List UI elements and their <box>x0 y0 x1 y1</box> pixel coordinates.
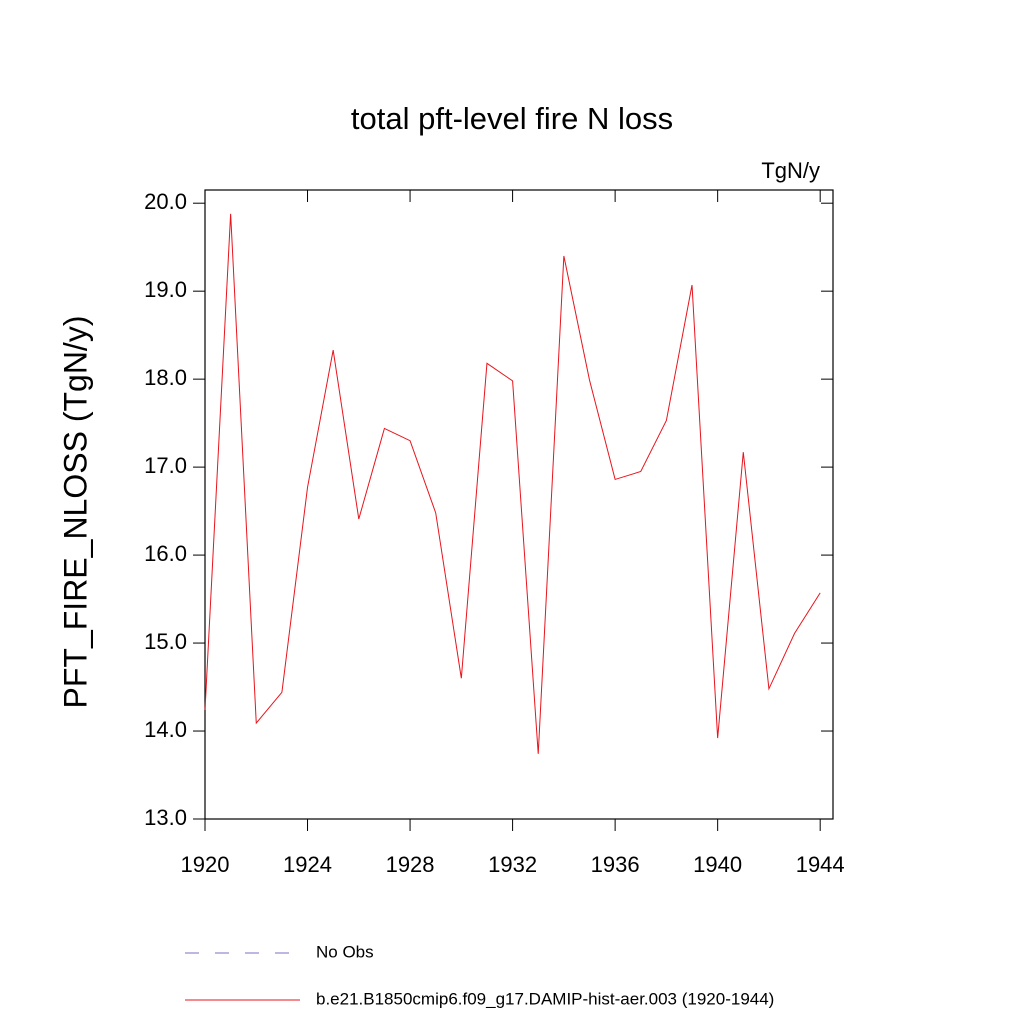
legend-label: b.e21.B1850cmip6.f09_g17.DAMIP-hist-aer.… <box>316 989 774 1008</box>
x-tick-label: 1944 <box>796 852 845 877</box>
y-tick-label: 14.0 <box>144 717 187 742</box>
x-tick-label: 1928 <box>386 852 435 877</box>
chart-title: total pft-level fire N loss <box>351 101 673 136</box>
x-tick-label: 1936 <box>591 852 640 877</box>
y-tick-label: 18.0 <box>144 365 187 390</box>
y-tick-label: 17.0 <box>144 453 187 478</box>
x-tick-label: 1924 <box>283 852 332 877</box>
y-tick-label: 15.0 <box>144 629 187 654</box>
x-tick-label: 1932 <box>488 852 537 877</box>
y-axis-label: PFT_FIRE_NLOSS (TgN/y) <box>57 316 93 709</box>
y-tick-label: 16.0 <box>144 541 187 566</box>
x-tick-label: 1920 <box>181 852 230 877</box>
x-tick-label: 1940 <box>693 852 742 877</box>
data-line <box>204 213 821 754</box>
y-tick-label: 20.0 <box>144 189 187 214</box>
plot-frame <box>204 189 834 820</box>
units-label: TgN/y <box>761 158 820 183</box>
y-tick-label: 13.0 <box>144 805 187 830</box>
y-tick-label: 19.0 <box>144 277 187 302</box>
legend-label: No Obs <box>316 942 374 961</box>
